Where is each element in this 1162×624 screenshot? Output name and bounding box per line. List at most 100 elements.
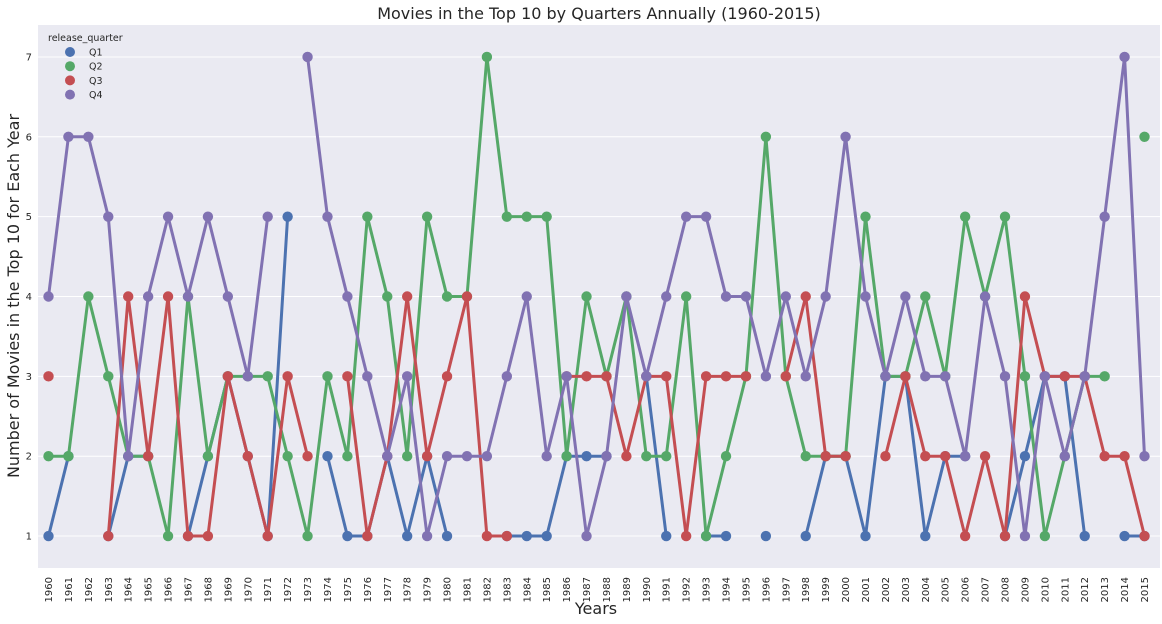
data-point (103, 371, 114, 382)
data-point (581, 371, 592, 382)
data-point (242, 371, 253, 382)
data-point (521, 530, 532, 542)
data-point (1019, 451, 1031, 462)
series-line-segment (764, 295, 788, 378)
data-point (302, 530, 313, 542)
x-tick-label: 1972 (283, 577, 294, 602)
series-line-segment (923, 295, 947, 378)
series-line-segment (425, 215, 449, 298)
series-line-segment (286, 374, 310, 458)
series-line-segment (545, 374, 569, 458)
series-line-segment (1003, 374, 1027, 538)
series-line-segment (325, 374, 349, 458)
data-point (262, 211, 273, 222)
data-point (481, 451, 493, 462)
series-line-segment (206, 374, 230, 458)
series-line-segment (983, 295, 1007, 378)
series-line-segment (306, 374, 329, 538)
series-line-segment (664, 374, 688, 538)
data-point (521, 211, 532, 222)
series-line-segment (864, 215, 887, 378)
y-tick-label: 4 (26, 292, 32, 303)
series-line-segment (325, 215, 349, 298)
data-point (521, 291, 532, 302)
x-tick-label: 1989 (622, 577, 633, 602)
series-line-segment (365, 454, 389, 538)
data-point (441, 371, 453, 382)
data-point (720, 530, 732, 542)
series-line-segment (1083, 374, 1107, 458)
data-point (262, 371, 273, 382)
x-tick-label: 1967 (183, 577, 194, 602)
series-line-segment (405, 295, 429, 458)
x-tick-label: 2006 (961, 577, 972, 602)
data-point (362, 530, 373, 542)
data-point (182, 291, 194, 302)
x-tick-label: 2008 (1001, 577, 1012, 602)
data-point (242, 451, 253, 462)
x-tick-label: 1973 (303, 577, 314, 602)
data-point (959, 451, 971, 462)
series-line-segment (246, 215, 270, 378)
legend-entry: Q2 (89, 62, 103, 73)
series-layer (43, 51, 1150, 542)
x-tick-label: 2010 (1040, 577, 1051, 602)
series-line-segment (804, 454, 828, 538)
data-point (342, 371, 353, 382)
series-line-segment (186, 454, 210, 538)
data-point (820, 451, 831, 462)
series-line-segment (1123, 454, 1146, 538)
series-line-segment (844, 135, 868, 298)
data-point (282, 371, 293, 382)
x-tick-label: 1987 (582, 577, 593, 602)
data-point (501, 530, 513, 542)
series-line-segment (166, 215, 190, 298)
series-line-segment (186, 295, 210, 458)
x-tick-label: 2002 (881, 577, 892, 602)
series-line-segment (425, 454, 449, 538)
data-point (561, 451, 572, 462)
x-tick-label: 1985 (542, 577, 553, 602)
series-line-segment (624, 295, 648, 378)
x-tick-label: 1961 (64, 577, 75, 602)
series-line-segment (365, 215, 389, 298)
series-line-segment (664, 215, 688, 298)
x-tick-label: 1965 (144, 577, 155, 602)
series-line-segment (585, 454, 608, 538)
data-point (1119, 530, 1130, 542)
series-line-segment (864, 374, 887, 538)
legend-marker (65, 47, 75, 57)
data-point (1059, 371, 1070, 382)
data-point (1039, 530, 1051, 542)
series-line-segment (983, 454, 1007, 538)
data-point (940, 451, 951, 462)
data-point (1139, 530, 1150, 542)
data-point (421, 211, 433, 222)
series-line-segment (664, 295, 688, 458)
x-tick-label: 2011 (1060, 577, 1071, 602)
series-line-segment (505, 295, 529, 378)
data-point (661, 451, 672, 462)
series-line-segment (86, 295, 110, 378)
data-point (43, 291, 54, 302)
data-point (780, 371, 792, 382)
x-tick-label: 1964 (124, 577, 135, 602)
x-tick-label: 1995 (741, 577, 752, 602)
series-line-segment (545, 215, 569, 458)
y-tick-label: 6 (26, 132, 32, 143)
data-point (700, 371, 712, 382)
series-line-segment (644, 295, 668, 378)
data-point (1119, 51, 1130, 63)
data-point (541, 451, 552, 462)
series-line-segment (1023, 374, 1047, 458)
series-line-segment (624, 295, 648, 458)
series-line-segment (943, 374, 967, 458)
series-line-segment (246, 454, 270, 538)
series-line-segment (405, 374, 429, 538)
legend-marker (65, 89, 75, 100)
series-line-segment (86, 135, 110, 219)
data-point (680, 211, 692, 222)
data-point (760, 530, 772, 542)
data-point (1079, 530, 1090, 542)
x-tick-label: 1993 (702, 577, 713, 602)
